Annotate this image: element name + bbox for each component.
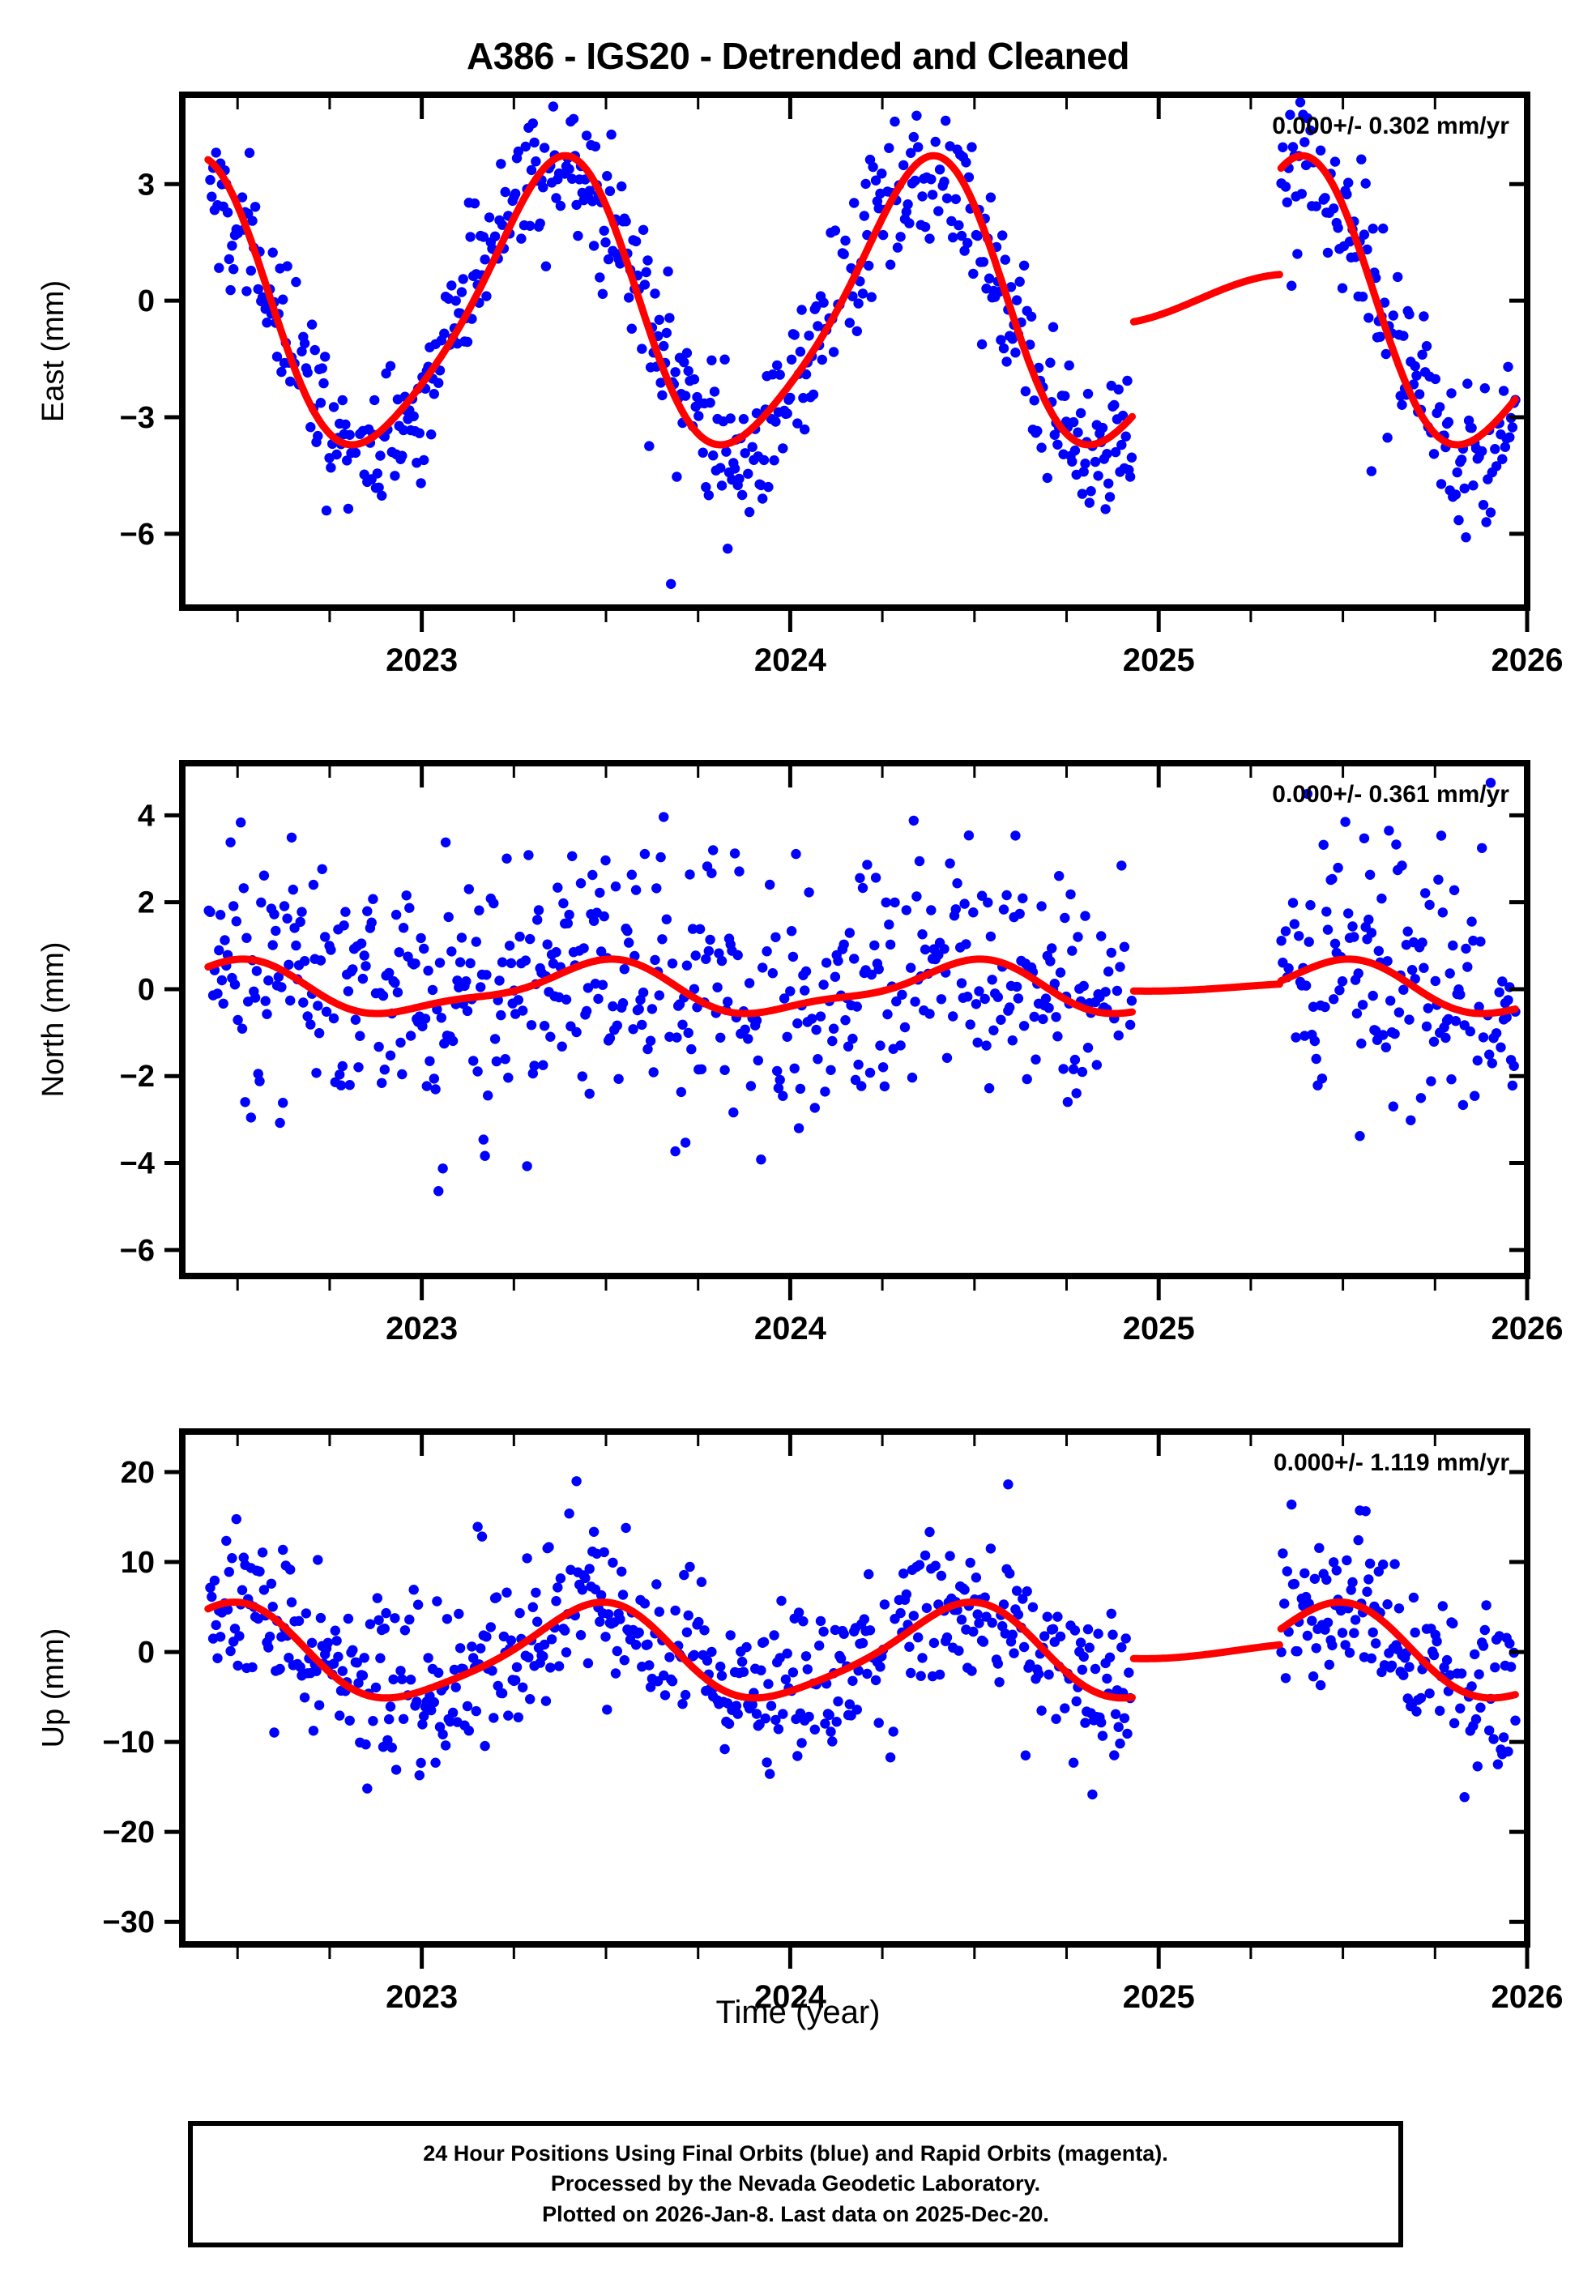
plot-area-east-panel: 3 0 −3 −6 2023 2024 2025 2026 East (mm) 0.000+/- … bbox=[36, 92, 1564, 678]
rate-annotation: 0.000+/- 0.302 mm/yr bbox=[1272, 113, 1509, 139]
plot-frame bbox=[179, 1428, 1530, 1948]
y-tick-label: −4 bbox=[120, 1147, 155, 1181]
rate-annotation: 0.000+/- 0.361 mm/yr bbox=[1272, 781, 1509, 808]
y-axis: 20 10 0 −10 −20 −30 bbox=[103, 1456, 1527, 1940]
x-tick-label: 2025 bbox=[1123, 1311, 1195, 1346]
y-axis-title: East (mm) bbox=[36, 280, 70, 422]
x-tick-label: 2026 bbox=[1491, 1979, 1564, 2015]
y-tick-label: 0 bbox=[138, 973, 155, 1007]
footer-line-orbits: 24 Hour Positions Using Final Orbits (bl… bbox=[423, 2141, 1168, 2166]
y-tick-label: −6 bbox=[120, 1234, 155, 1268]
x-tick-label: 2024 bbox=[754, 642, 827, 678]
y-axis-title: North (mm) bbox=[36, 941, 70, 1097]
y-axis-title: Up (mm) bbox=[36, 1628, 70, 1748]
y-tick-label: −2 bbox=[120, 1060, 155, 1094]
y-tick-label: 3 bbox=[138, 168, 155, 202]
x-axis: 2023 2024 2025 2026 bbox=[236, 1432, 1564, 2015]
data-layer bbox=[204, 95, 1521, 589]
plot-frame bbox=[179, 92, 1530, 611]
chart-panel-up: 20 10 0 −10 −20 −30 2023 2024 2025 2026 Up (mm) 0.0… bbox=[0, 1418, 1596, 2034]
y-tick-label: 20 bbox=[121, 1456, 155, 1490]
x-tick-label: 2023 bbox=[386, 1979, 458, 2015]
footer-caption-box: 24 Hour Positions Using Final Orbits (bl… bbox=[188, 2121, 1403, 2247]
footer-line-processor: Processed by the Nevada Geodetic Laborat… bbox=[550, 2171, 1041, 2196]
x-tick-label: 2026 bbox=[1491, 642, 1564, 678]
plot-frame bbox=[179, 760, 1530, 1279]
plot-area-up-panel: 20 10 0 −10 −20 −30 2023 2024 2025 2026 Up (mm) 0.0… bbox=[36, 1428, 1564, 2015]
y-tick-label: −30 bbox=[103, 1906, 155, 1940]
y-axis: 3 0 −3 −6 bbox=[120, 168, 1527, 552]
y-tick-label: −3 bbox=[120, 401, 155, 435]
y-tick-label: 0 bbox=[138, 284, 155, 318]
data-layer bbox=[203, 778, 1521, 1197]
y-tick-label: −6 bbox=[120, 518, 155, 552]
x-tick-label: 2025 bbox=[1123, 1979, 1195, 2015]
y-tick-label: 10 bbox=[121, 1546, 155, 1580]
x-tick-label: 2026 bbox=[1491, 1311, 1564, 1346]
x-tick-label: 2025 bbox=[1123, 642, 1195, 678]
rate-annotation: 0.000+/- 1.119 mm/yr bbox=[1274, 1449, 1509, 1476]
chart-panel-north: 4 2 0 −2 −4 −6 2023 2024 2025 2026 North (mm) 0.000… bbox=[0, 749, 1596, 1365]
x-tick-label: 2023 bbox=[386, 642, 458, 678]
x-tick-label: 2023 bbox=[386, 1311, 458, 1346]
y-tick-label: 0 bbox=[138, 1636, 155, 1670]
x-axis: 2023 2024 2025 2026 bbox=[236, 95, 1564, 678]
x-axis-title: Time (year) bbox=[715, 1995, 881, 2030]
chart-panel-east: 3 0 −3 −6 2023 2024 2025 2026 East (mm) 0.000+/- … bbox=[0, 81, 1596, 697]
y-tick-label: −20 bbox=[103, 1816, 155, 1850]
y-tick-label: −10 bbox=[103, 1726, 155, 1760]
x-tick-label: 2024 bbox=[754, 1979, 827, 2015]
plot-area-north-panel: 4 2 0 −2 −4 −6 2023 2024 2025 2026 North (mm) 0.000… bbox=[36, 760, 1564, 1346]
y-axis: 4 2 0 −2 −4 −6 bbox=[120, 799, 1527, 1268]
y-tick-label: 4 bbox=[138, 799, 155, 833]
page-title: A386 - IGS20 - Detrended and Cleaned bbox=[467, 35, 1129, 77]
x-axis: 2023 2024 2025 2026 bbox=[236, 763, 1564, 1346]
footer-line-dates: Plotted on 2026-Jan-8. Last data on 2025… bbox=[542, 2201, 1049, 2226]
x-tick-label: 2024 bbox=[754, 1311, 827, 1346]
data-layer bbox=[204, 1476, 1521, 1803]
y-tick-label: 2 bbox=[138, 886, 155, 920]
